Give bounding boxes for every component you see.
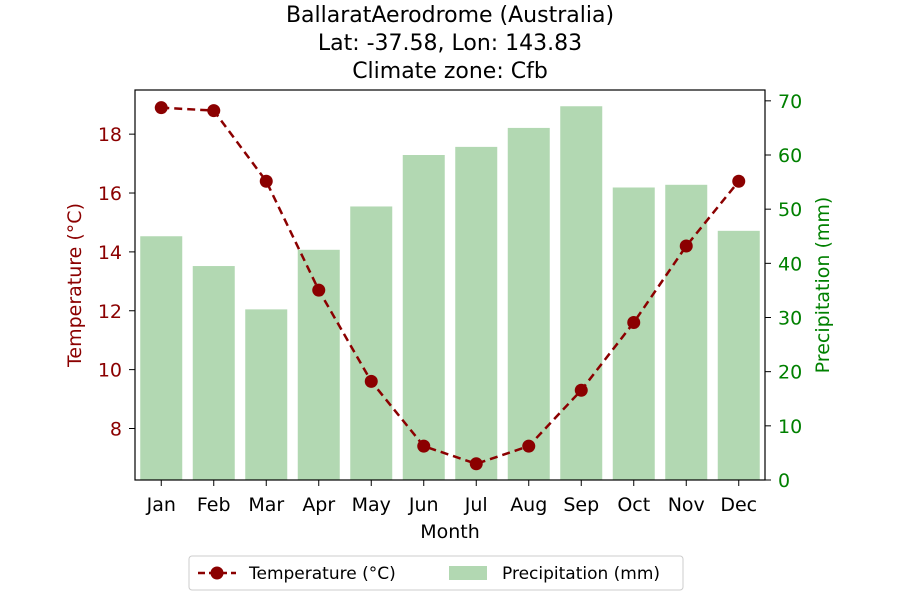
- precipitation-bar-oct: [612, 187, 655, 480]
- plot-area-frame: [134, 89, 766, 481]
- x-axis-label: Month: [420, 521, 480, 543]
- chart-title-line-2: Lat: -37.58, Lon: 143.83: [318, 31, 582, 56]
- temperature-point-jan: [154, 101, 168, 115]
- temperature-point-dec: [732, 174, 746, 188]
- temperature-point-jun: [417, 439, 431, 453]
- temperature-point-may: [364, 374, 378, 388]
- right-y-tick-label: 60: [778, 145, 802, 167]
- temperature-point-apr: [312, 283, 326, 297]
- x-tick-label-nov: Nov: [668, 494, 705, 516]
- temperature-point-aug: [522, 439, 536, 453]
- right-y-tick-label: 40: [778, 253, 802, 275]
- x-tick-label-jul: Jul: [464, 494, 488, 516]
- precipitation-bars: [140, 106, 760, 481]
- right-y-tick-label: 0: [778, 470, 790, 492]
- x-tick-label-oct: Oct: [617, 494, 650, 516]
- x-tick-label-mar: Mar: [248, 494, 284, 516]
- left-y-tick-label: 14: [98, 242, 122, 264]
- temperature-point-oct: [627, 316, 641, 330]
- left-y-tick-label: 18: [98, 124, 122, 146]
- x-tick-label-jan: Jan: [146, 494, 176, 516]
- left-y-tick-label: 16: [98, 183, 122, 205]
- right-y-axis-label: Precipitation (mm): [812, 197, 834, 374]
- precipitation-bar-may: [350, 206, 393, 481]
- legend-temperature-marker: [210, 566, 224, 580]
- right-y-tick-label: 10: [778, 416, 802, 438]
- precipitation-bar-feb: [192, 266, 235, 480]
- chart-title-line-3: Climate zone: Cfb: [352, 59, 548, 84]
- x-tick-label-apr: Apr: [302, 494, 335, 516]
- left-y-tick-label: 12: [98, 301, 122, 323]
- temperature-point-jul: [469, 457, 483, 471]
- precipitation-bar-mar: [245, 309, 288, 480]
- precipitation-bar-jun: [402, 155, 445, 480]
- x-tick-label-sep: Sep: [563, 494, 599, 516]
- right-y-tick-label: 30: [778, 308, 802, 330]
- x-tick-label-may: May: [352, 494, 391, 516]
- left-y-tick-label: 8: [110, 418, 122, 440]
- right-y-tick-label: 20: [778, 362, 802, 384]
- x-axis: Jan Feb Mar Apr May Jun Jul Aug Sep Oct Nov Dec: [146, 480, 757, 516]
- temperature-line: [154, 101, 746, 471]
- temperature-point-feb: [207, 104, 221, 118]
- x-tick-label-dec: Dec: [720, 494, 757, 516]
- left-y-axis-label: Temperature (°C): [64, 203, 86, 368]
- temperature-point-nov: [679, 239, 693, 253]
- left-y-axis: 8 10 12 14 16 18: [98, 124, 135, 440]
- chart-title-line-1: BallaratAerodrome (Australia): [286, 3, 614, 28]
- x-tick-label-jun: Jun: [408, 494, 439, 516]
- legend-precipitation-label: Precipitation (mm): [502, 564, 660, 584]
- right-y-tick-label: 50: [778, 199, 802, 221]
- right-y-tick-label: 70: [778, 91, 802, 113]
- precipitation-bar-sep: [560, 106, 603, 480]
- legend: Temperature (°C) Precipitation (mm): [188, 555, 684, 591]
- precipitation-bar-aug: [507, 127, 550, 481]
- right-y-axis: 0 10 20 30 40 50 60 70: [765, 91, 802, 492]
- legend-precipitation-swatch: [449, 566, 487, 580]
- temperature-point-mar: [259, 174, 273, 188]
- left-y-tick-label: 10: [98, 360, 122, 382]
- x-tick-label-feb: Feb: [197, 494, 231, 516]
- precipitation-bar-nov: [665, 184, 708, 480]
- legend-box: [188, 555, 684, 591]
- legend-temperature-label: Temperature (°C): [248, 564, 396, 584]
- temperature-point-sep: [574, 383, 588, 397]
- x-tick-label-aug: Aug: [510, 494, 547, 516]
- precipitation-bar-jul: [455, 146, 498, 480]
- precipitation-bar-jan: [140, 236, 183, 480]
- precipitation-bar-dec: [717, 230, 760, 480]
